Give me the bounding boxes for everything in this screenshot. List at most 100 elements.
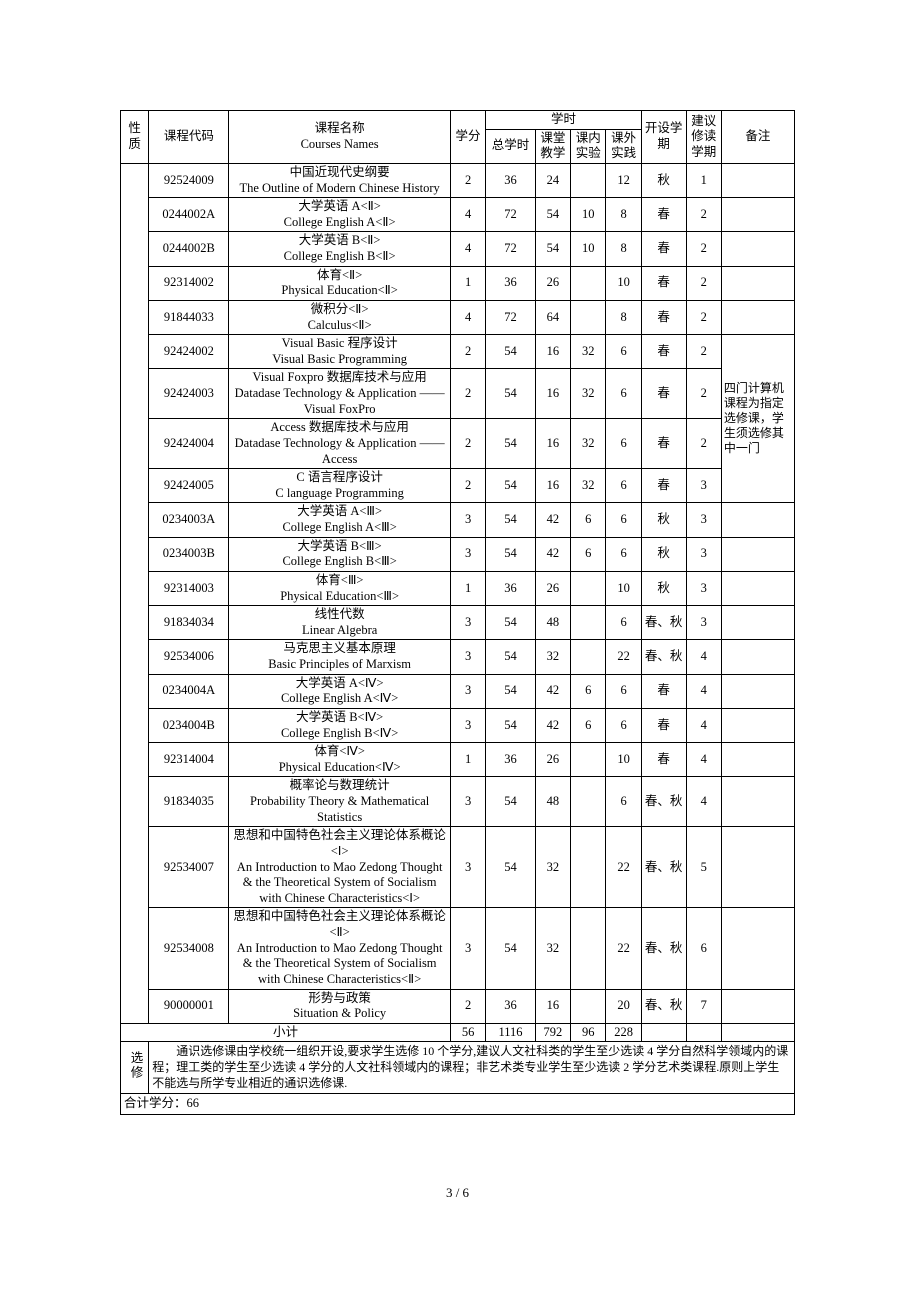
cell-ext: 8 xyxy=(606,300,641,334)
cell-lab xyxy=(571,266,606,300)
cell-class: 24 xyxy=(535,163,570,197)
cell-ext: 6 xyxy=(606,469,641,503)
table-row: 0234003B大学英语 B<Ⅲ>College English B<Ⅲ>354… xyxy=(121,537,795,571)
cell-sug: 2 xyxy=(686,369,721,419)
cell-note xyxy=(721,571,794,605)
table-row: 92424002Visual Basic 程序设计Visual Basic Pr… xyxy=(121,335,795,369)
subtotal-label: 小计 xyxy=(121,1023,451,1042)
cell-code: 92314004 xyxy=(149,743,229,777)
elective-label: 选修 xyxy=(121,1042,149,1094)
cell-class: 26 xyxy=(535,571,570,605)
cell-lab: 10 xyxy=(571,198,606,232)
cell-name: 大学英语 B<Ⅲ>College English B<Ⅲ> xyxy=(229,537,451,571)
cell-total: 36 xyxy=(486,743,535,777)
subtotal-sem xyxy=(641,1023,686,1042)
cell-sug: 2 xyxy=(686,419,721,469)
cell-total: 54 xyxy=(486,777,535,827)
cell-code: 92424002 xyxy=(149,335,229,369)
cell-code: 0234004A xyxy=(149,674,229,708)
cell-sem: 春 xyxy=(641,743,686,777)
cell-credit: 3 xyxy=(450,606,485,640)
cell-credit: 3 xyxy=(450,827,485,908)
hdr-total: 总学时 xyxy=(486,129,535,163)
cell-code: 0234003A xyxy=(149,503,229,537)
cell-total: 54 xyxy=(486,369,535,419)
cell-sem: 春 xyxy=(641,674,686,708)
cell-ext: 20 xyxy=(606,989,641,1023)
cell-total: 54 xyxy=(486,537,535,571)
cell-sug: 2 xyxy=(686,300,721,334)
cell-note xyxy=(721,537,794,571)
cell-sem: 春 xyxy=(641,198,686,232)
cell-code: 0234003B xyxy=(149,537,229,571)
cell-credit: 3 xyxy=(450,503,485,537)
cell-class: 16 xyxy=(535,335,570,369)
cell-total: 54 xyxy=(486,640,535,674)
subtotal-row: 小计 56 1116 792 96 228 xyxy=(121,1023,795,1042)
cell-ext: 6 xyxy=(606,369,641,419)
cell-class: 32 xyxy=(535,908,570,989)
cell-name: 大学英语 A<Ⅳ>College English A<Ⅳ> xyxy=(229,674,451,708)
cell-note xyxy=(721,777,794,827)
cell-sem: 秋 xyxy=(641,537,686,571)
cell-lab: 32 xyxy=(571,469,606,503)
cell-sem: 秋 xyxy=(641,163,686,197)
header-row-1: 性质 课程代码 课程名称 Courses Names 学分 学时 开设学期 建议… xyxy=(121,111,795,130)
cell-credit: 2 xyxy=(450,419,485,469)
cell-sug: 2 xyxy=(686,266,721,300)
cell-class: 32 xyxy=(535,827,570,908)
cell-credit: 1 xyxy=(450,266,485,300)
cell-total: 54 xyxy=(486,708,535,742)
cell-ext: 12 xyxy=(606,163,641,197)
cell-total: 54 xyxy=(486,827,535,908)
cell-note xyxy=(721,300,794,334)
cell-lab xyxy=(571,908,606,989)
cell-total: 36 xyxy=(486,163,535,197)
subtotal-class: 792 xyxy=(535,1023,570,1042)
cell-sem: 春 xyxy=(641,369,686,419)
cell-note xyxy=(721,163,794,197)
cell-total: 36 xyxy=(486,571,535,605)
hdr-hours-group: 学时 xyxy=(486,111,642,130)
cell-lab xyxy=(571,743,606,777)
hdr-name-en: Courses Names xyxy=(301,137,379,151)
cell-credit: 2 xyxy=(450,989,485,1023)
cell-credit: 1 xyxy=(450,571,485,605)
cell-sug: 4 xyxy=(686,674,721,708)
cell-total: 72 xyxy=(486,232,535,266)
cell-credit: 2 xyxy=(450,163,485,197)
cell-sug: 7 xyxy=(686,989,721,1023)
summary-cell: 合计学分：66 xyxy=(121,1094,795,1115)
cell-sug: 6 xyxy=(686,908,721,989)
cell-note xyxy=(721,674,794,708)
cell-credit: 3 xyxy=(450,908,485,989)
cell-sem: 春 xyxy=(641,266,686,300)
cell-total: 54 xyxy=(486,674,535,708)
cell-sem: 春、秋 xyxy=(641,640,686,674)
cell-lab xyxy=(571,163,606,197)
table-row: 92424004Access 数据库技术与应用Datadase Technolo… xyxy=(121,419,795,469)
subtotal-ext: 228 xyxy=(606,1023,641,1042)
cell-ext: 10 xyxy=(606,266,641,300)
cell-ext: 10 xyxy=(606,743,641,777)
table-row: 0234004B大学英语 B<Ⅳ>College English B<Ⅳ>354… xyxy=(121,708,795,742)
cell-total: 54 xyxy=(486,606,535,640)
cell-name: Visual Foxpro 数据库技术与应用Datadase Technolog… xyxy=(229,369,451,419)
cell-sem: 春、秋 xyxy=(641,908,686,989)
cell-note xyxy=(721,708,794,742)
cell-code: 92424004 xyxy=(149,419,229,469)
cell-name: 形势与政策Situation & Policy xyxy=(229,989,451,1023)
cell-sug: 1 xyxy=(686,163,721,197)
cell-lab: 6 xyxy=(571,708,606,742)
cell-lab xyxy=(571,640,606,674)
table-row: 92534008思想和中国特色社会主义理论体系概论<Ⅱ>An Introduct… xyxy=(121,908,795,989)
hdr-code: 课程代码 xyxy=(149,111,229,164)
cell-sem: 春、秋 xyxy=(641,827,686,908)
cell-credit: 4 xyxy=(450,198,485,232)
cell-name: 大学英语 A<Ⅱ>College English A<Ⅱ> xyxy=(229,198,451,232)
cell-total: 54 xyxy=(486,469,535,503)
cell-sug: 4 xyxy=(686,640,721,674)
cell-name: 概率论与数理统计Probability Theory & Mathematica… xyxy=(229,777,451,827)
cell-total: 54 xyxy=(486,335,535,369)
cell-sem: 春 xyxy=(641,469,686,503)
